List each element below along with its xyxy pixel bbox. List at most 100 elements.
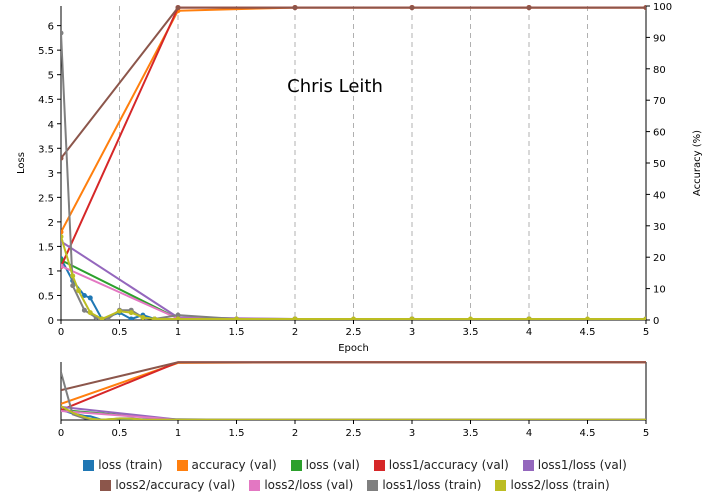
series-8-point-16 (585, 316, 590, 320)
series-6-point-0 (61, 263, 64, 269)
legend-swatch (249, 479, 261, 491)
legend-swatch (367, 479, 379, 491)
series-5-point-2 (292, 5, 298, 11)
legend-label: loss1/loss (val) (537, 458, 627, 472)
series-8-point-0 (61, 234, 64, 240)
legend-row-2: loss2/accuracy (val) loss2/loss (val) loss… (0, 475, 710, 495)
legend-swatch (522, 459, 534, 471)
legend-label: loss2/loss (val) (264, 478, 354, 492)
left-tick-label-2: 1 (48, 267, 54, 278)
series-8-point-8 (152, 316, 158, 320)
left-tick-label-0: 0 (48, 316, 54, 327)
series-8-point-10 (234, 316, 239, 320)
series-8-point-4 (99, 316, 105, 320)
right-tick-label-1: 10 (653, 285, 666, 296)
overview-plot-area (61, 361, 646, 420)
right-tick-label-10: 100 (653, 2, 672, 13)
legend-item[interactable]: loss2/loss (val) (249, 478, 353, 492)
series-5-point-5 (643, 5, 646, 11)
legend-label: loss (val) (305, 458, 360, 472)
right-tick-label-7: 70 (653, 96, 666, 107)
legend-item[interactable]: loss (train) (83, 458, 163, 472)
left-tick-label-8: 4 (48, 120, 54, 131)
series-5-point-1 (175, 5, 181, 11)
left-tick-label-1: 0.5 (38, 291, 54, 302)
series-0-point-6 (128, 316, 134, 320)
overview-tick-label-1: 0.5 (112, 428, 128, 439)
series-8-point-1 (70, 273, 76, 279)
series-8-point-7 (140, 315, 146, 320)
legend-label: loss1/loss (train) (382, 478, 482, 492)
overview-tick-label-9: 4.5 (580, 428, 596, 439)
legend-swatch (290, 459, 302, 471)
series-8-point-14 (468, 316, 473, 320)
overview-tick-label-6: 3 (409, 428, 415, 439)
overview-tick-label-8: 4 (526, 428, 532, 439)
series-7-point-1 (70, 283, 76, 289)
series-8-point-13 (409, 316, 415, 320)
right-tick-label-3: 30 (653, 222, 666, 233)
legend-item[interactable]: loss2/accuracy (val) (100, 478, 235, 492)
overview-series-line-8 (61, 405, 646, 420)
right-tick-label-0: 0 (653, 316, 659, 327)
overview-tick-label-4: 2 (292, 428, 298, 439)
series-0-point-2 (81, 292, 87, 298)
legend-item[interactable]: loss2/loss (train) (495, 478, 610, 492)
left-tick-label-3: 1.5 (38, 242, 54, 253)
overview-series-line-6 (61, 410, 646, 420)
series-8-point-2 (76, 288, 82, 294)
series-8-point-11 (292, 316, 298, 320)
right-tick-label-8: 80 (653, 65, 666, 76)
left-axis-label: Loss (16, 152, 27, 174)
legend-label: loss2/loss (train) (510, 478, 610, 492)
series-8-point-6 (128, 310, 134, 316)
overview-series-line-7 (61, 372, 646, 420)
series-line-5 (61, 6, 646, 159)
legend-label: loss1/accuracy (val) (388, 458, 509, 472)
left-tick-label-9: 4.5 (38, 95, 54, 106)
legend-item[interactable]: loss1/accuracy (val) (373, 458, 509, 472)
legend-label: loss2/accuracy (val) (115, 478, 236, 492)
right-tick-label-4: 40 (653, 190, 666, 201)
series-5-point-4 (526, 5, 532, 11)
left-tick-label-10: 5 (48, 71, 54, 82)
legend-label: loss (train) (98, 458, 163, 472)
legend-item[interactable]: accuracy (val) (176, 458, 277, 472)
x-tick-label-4: 2 (292, 327, 298, 338)
x-tick-label-5: 2.5 (346, 327, 362, 338)
legend-item[interactable]: loss1/loss (val) (522, 458, 627, 472)
right-tick-label-9: 90 (653, 33, 666, 44)
series-7-point-0 (61, 30, 64, 36)
overview-series-line-5 (61, 361, 646, 392)
legend-swatch (176, 459, 188, 471)
overview-tick-label-10: 5 (643, 428, 649, 439)
legend-swatch (83, 459, 95, 471)
x-tick-label-3: 1.5 (229, 327, 245, 338)
chart-annotation: Chris Leith (287, 76, 383, 97)
legend-item[interactable]: loss (val) (290, 458, 360, 472)
series-8-point-17 (643, 316, 646, 320)
x-tick-label-10: 5 (643, 327, 649, 338)
left-tick-label-4: 2 (48, 218, 54, 229)
left-tick-label-11: 5.5 (38, 46, 54, 57)
right-tick-label-2: 20 (653, 253, 666, 264)
x-tick-label-2: 1 (175, 327, 181, 338)
overview-tick-label-3: 1.5 (229, 428, 245, 439)
overview-tick-label-5: 2.5 (346, 428, 362, 439)
left-tick-label-6: 3 (48, 169, 54, 180)
x-tick-label-0: 0 (58, 327, 64, 338)
series-8-point-15 (526, 316, 532, 320)
x-tick-label-1: 0.5 (112, 327, 128, 338)
legend-item[interactable]: loss1/loss (train) (367, 478, 481, 492)
series-5-point-3 (409, 5, 415, 11)
plot-area (61, 5, 646, 320)
series-line-6 (61, 265, 646, 320)
overview-tick-label-0: 0 (58, 428, 64, 439)
series-7-point-9 (175, 312, 181, 318)
x-tick-label-9: 4.5 (580, 327, 596, 338)
series-8-point-3 (87, 310, 93, 316)
legend-row-1: loss (train) accuracy (val) loss (val) loss… (0, 455, 710, 475)
right-tick-label-6: 60 (653, 128, 666, 139)
legend-label: accuracy (val) (191, 458, 277, 472)
left-tick-label-7: 3.5 (38, 144, 54, 155)
